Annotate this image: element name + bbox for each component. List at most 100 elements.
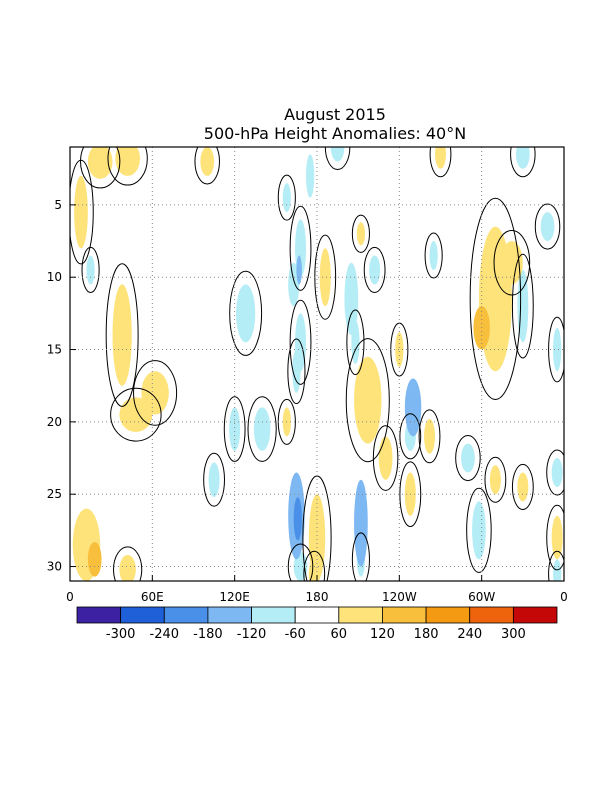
negative-anomaly-patch	[404, 378, 422, 437]
colorbar-label: 60	[331, 627, 348, 642]
zero-contour	[203, 452, 225, 507]
colorbar-label: -300	[106, 627, 136, 642]
negative-anomaly-patch	[551, 458, 563, 487]
colorbar-label: -60	[285, 627, 306, 642]
zero-contour	[113, 546, 143, 581]
x-tick-label: 60W	[468, 590, 495, 604]
zero-contour	[511, 463, 534, 510]
positive-anomaly-patch	[308, 494, 326, 581]
zero-contour	[351, 532, 370, 581]
zero-contour	[424, 232, 443, 279]
negative-anomaly-patch	[236, 284, 256, 343]
zero-contour	[133, 360, 178, 426]
colorbar-swatch	[163, 606, 209, 624]
y-axis: 5 10 15 20 25 30	[47, 198, 76, 574]
positive-anomaly-patch	[395, 332, 404, 367]
zero-contour	[418, 409, 441, 464]
colorbar-swatch	[120, 606, 165, 624]
negative-anomaly-patch	[553, 327, 562, 372]
y-tick-label: 10	[47, 270, 62, 284]
negative-anomaly-patch	[429, 241, 438, 270]
colorbar-swatch	[425, 606, 471, 624]
positive-anomaly-patch	[119, 554, 136, 581]
chart-subtitle: 500-hPa Height Anomalies: 40°N	[204, 124, 466, 143]
x-tick-label: 180	[306, 590, 329, 604]
positive-anomaly-patch	[517, 472, 529, 502]
zero-contour	[510, 147, 536, 178]
positive-anomaly-patch	[119, 397, 153, 432]
colorbar-label: 180	[414, 627, 439, 642]
y-tick-label: 30	[47, 560, 62, 574]
x-tick-label: 0	[66, 590, 74, 604]
colorbar-swatch	[469, 606, 514, 624]
zero-contour	[399, 413, 422, 460]
colorbar-swatch	[294, 606, 340, 624]
zero-contour	[546, 504, 564, 571]
zero-contour	[351, 214, 370, 253]
positive-anomaly-patch	[435, 147, 446, 169]
zero-contour	[372, 425, 399, 491]
zero-contour	[70, 159, 94, 265]
zero-contour	[105, 263, 139, 407]
colorbar-label: 240	[457, 627, 482, 642]
x-tick-label: 60E	[141, 590, 164, 604]
positive-anomaly-patch	[489, 465, 501, 495]
negative-anomaly-patch	[296, 255, 302, 285]
zero-contour	[194, 147, 220, 185]
y-tick-label: 5	[54, 198, 62, 212]
negative-anomaly-patch	[344, 262, 359, 336]
zero-contour	[363, 246, 386, 293]
negative-anomaly-patch	[354, 479, 368, 567]
zero-contour	[493, 229, 531, 296]
zero-contour	[81, 246, 100, 293]
colorbar-label: 300	[501, 627, 526, 642]
negative-anomaly-patch	[369, 255, 381, 285]
positive-anomaly-patch	[200, 147, 215, 176]
grid-layer	[70, 147, 564, 581]
negative-anomaly-patch	[472, 501, 486, 560]
zero-contour	[289, 299, 312, 385]
y-tick-label: 25	[47, 487, 62, 501]
positive-anomaly-patch	[87, 147, 113, 179]
negative-anomaly-patch	[229, 407, 241, 451]
positive-anomaly-patch	[551, 515, 563, 560]
zero-contour	[345, 338, 390, 463]
colorbar: -300 -240 -180 -120 -60 60 120 180 240 300	[76, 606, 558, 642]
positive-anomaly-patch	[112, 284, 132, 386]
zero-contour	[466, 487, 492, 573]
zero-contour	[287, 338, 306, 405]
colorbar-swatch	[207, 606, 252, 624]
zero-contour	[469, 197, 522, 401]
zero-contour	[302, 475, 332, 581]
zero-contour	[429, 147, 452, 178]
positive-anomaly-patch	[74, 175, 88, 249]
colorbar-swatch	[512, 606, 558, 624]
zero-contour	[548, 316, 564, 383]
positive-anomaly-patch	[424, 418, 436, 454]
negative-anomaly-patch	[253, 407, 271, 451]
zero-contour	[107, 147, 148, 186]
negative-anomaly-patch	[86, 255, 95, 285]
zero-contour	[229, 270, 263, 356]
negative-anomaly-patch	[293, 497, 302, 541]
zero-contour	[223, 396, 246, 462]
positive-anomaly-patch	[319, 248, 331, 307]
negative-anomaly-patch	[306, 154, 315, 198]
positive-anomaly-patch	[378, 436, 393, 480]
negative-anomaly-patch	[330, 147, 345, 162]
negative-anomaly-patch	[515, 147, 530, 169]
zero-contour	[534, 203, 561, 250]
zero-contour	[303, 550, 326, 581]
negative-anomaly-patch	[288, 262, 300, 307]
colorbar-swatch	[382, 606, 427, 624]
x-tick-label: 120W	[382, 590, 417, 604]
zero-contour	[287, 543, 314, 581]
negative-anomaly-patch	[292, 349, 301, 393]
positive-anomaly-patch	[356, 222, 366, 246]
zero-contour	[546, 449, 564, 496]
x-tick-label: 120E	[219, 590, 250, 604]
negative-anomaly-patch	[461, 443, 475, 473]
zero-contour	[346, 309, 365, 376]
negative-anomaly-patch	[553, 559, 562, 581]
colorbar-label: -120	[237, 627, 267, 642]
